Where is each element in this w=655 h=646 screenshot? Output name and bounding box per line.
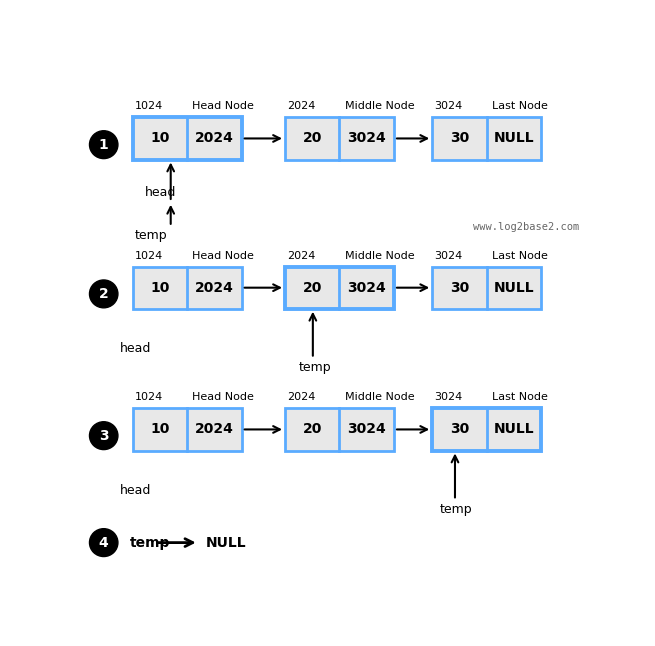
Text: 3024: 3024 bbox=[347, 131, 386, 145]
Text: 3024: 3024 bbox=[347, 280, 386, 295]
Text: Head Node: Head Node bbox=[193, 251, 254, 260]
Text: Head Node: Head Node bbox=[193, 392, 254, 402]
Bar bbox=[132, 118, 242, 160]
Text: NULL: NULL bbox=[206, 536, 247, 550]
Text: 20: 20 bbox=[303, 422, 322, 437]
Text: Head Node: Head Node bbox=[193, 101, 254, 111]
Text: 2024: 2024 bbox=[287, 251, 315, 260]
Text: head: head bbox=[120, 342, 151, 355]
Text: www.log2base2.com: www.log2base2.com bbox=[473, 222, 579, 232]
Text: 1024: 1024 bbox=[135, 392, 163, 402]
Text: NULL: NULL bbox=[494, 422, 534, 437]
Text: NULL: NULL bbox=[494, 280, 534, 295]
Circle shape bbox=[90, 422, 118, 450]
Text: 4: 4 bbox=[99, 536, 109, 550]
Text: head: head bbox=[145, 187, 177, 200]
Text: 30: 30 bbox=[450, 131, 469, 145]
Text: 3024: 3024 bbox=[434, 251, 462, 260]
Text: Middle Node: Middle Node bbox=[345, 392, 414, 402]
Bar bbox=[432, 118, 541, 160]
Bar bbox=[132, 267, 242, 309]
Text: temp: temp bbox=[130, 536, 170, 550]
Text: 2024: 2024 bbox=[195, 422, 234, 437]
Text: 20: 20 bbox=[303, 131, 322, 145]
Text: 30: 30 bbox=[450, 280, 469, 295]
Bar bbox=[132, 408, 242, 451]
Text: 3024: 3024 bbox=[434, 392, 462, 402]
Text: 3024: 3024 bbox=[434, 101, 462, 111]
Bar bbox=[285, 118, 394, 160]
Text: Last Node: Last Node bbox=[492, 251, 548, 260]
Circle shape bbox=[90, 130, 118, 159]
Text: 20: 20 bbox=[303, 280, 322, 295]
Circle shape bbox=[90, 280, 118, 308]
Text: 2024: 2024 bbox=[287, 392, 315, 402]
Text: Last Node: Last Node bbox=[492, 101, 548, 111]
Text: 1024: 1024 bbox=[135, 101, 163, 111]
Text: temp: temp bbox=[440, 503, 472, 516]
Text: 10: 10 bbox=[150, 422, 170, 437]
Text: 1024: 1024 bbox=[135, 251, 163, 260]
Bar bbox=[285, 267, 394, 309]
Text: 3024: 3024 bbox=[347, 422, 386, 437]
Text: Middle Node: Middle Node bbox=[345, 101, 414, 111]
Text: temp: temp bbox=[299, 361, 332, 374]
Bar bbox=[285, 408, 394, 451]
Text: Middle Node: Middle Node bbox=[345, 251, 414, 260]
Text: head: head bbox=[120, 484, 151, 497]
Text: 2: 2 bbox=[99, 287, 109, 301]
Text: 2024: 2024 bbox=[195, 280, 234, 295]
Text: Last Node: Last Node bbox=[492, 392, 548, 402]
Text: 30: 30 bbox=[450, 422, 469, 437]
Text: 1: 1 bbox=[99, 138, 109, 152]
Text: 3: 3 bbox=[99, 429, 109, 443]
Text: temp: temp bbox=[135, 229, 168, 242]
Text: 10: 10 bbox=[150, 280, 170, 295]
Bar bbox=[432, 267, 541, 309]
Text: NULL: NULL bbox=[494, 131, 534, 145]
Text: 10: 10 bbox=[150, 131, 170, 145]
Circle shape bbox=[90, 528, 118, 557]
Bar bbox=[432, 408, 541, 451]
Text: 2024: 2024 bbox=[195, 131, 234, 145]
Text: 2024: 2024 bbox=[287, 101, 315, 111]
